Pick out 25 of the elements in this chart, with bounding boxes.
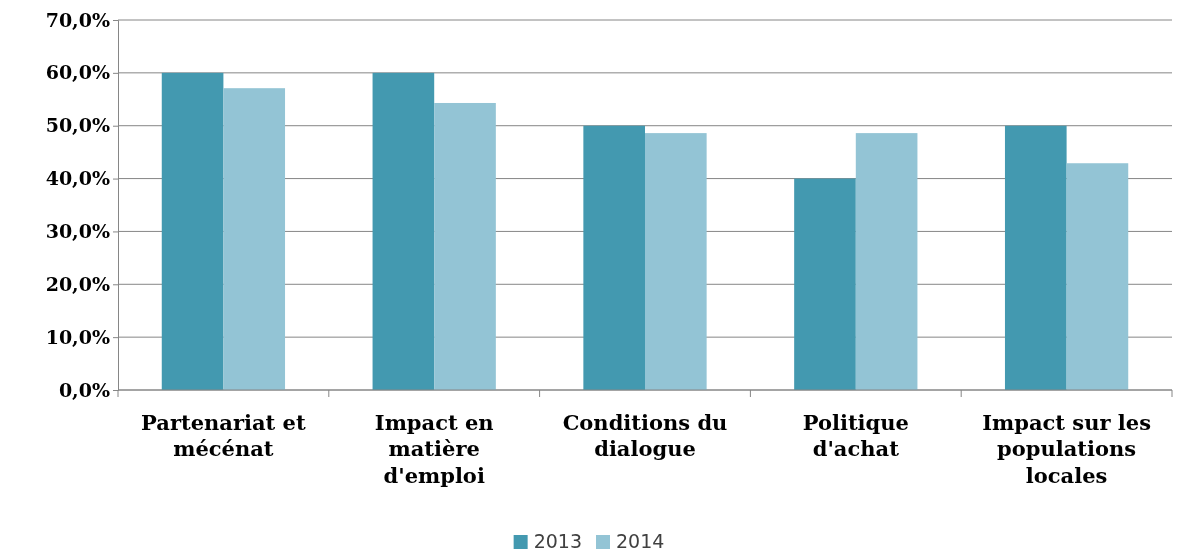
bar <box>1066 163 1129 390</box>
y-tick-label: 40,0% <box>45 167 110 190</box>
bar <box>855 133 918 390</box>
y-tick-label: 70,0% <box>45 8 110 31</box>
bar <box>223 88 286 390</box>
y-tick-label: 60,0% <box>45 61 110 84</box>
bar <box>583 125 645 390</box>
x-tick-label: Conditions du dialogue <box>562 410 728 462</box>
bar <box>1004 125 1067 390</box>
legend-label: 2014 <box>616 530 665 552</box>
bar <box>794 178 856 390</box>
x-tick-label: Politique d'achat <box>802 410 909 462</box>
bar <box>161 72 224 390</box>
y-tick-label: 10,0% <box>45 325 110 348</box>
legend-label: 2013 <box>533 530 582 552</box>
bar <box>434 102 496 390</box>
x-tick-label: Impact en matière d'emploi <box>374 410 494 488</box>
bar <box>372 72 435 390</box>
y-tick-label: 30,0% <box>45 220 110 243</box>
y-tick-label: 50,0% <box>45 114 110 137</box>
x-tick-label: Impact sur les populations locales <box>982 410 1151 488</box>
y-tick-label: 0,0% <box>58 378 110 401</box>
y-tick-label: 20,0% <box>45 272 110 295</box>
bar <box>645 133 707 390</box>
x-tick-label: Partenariat et mécénat <box>141 410 306 462</box>
